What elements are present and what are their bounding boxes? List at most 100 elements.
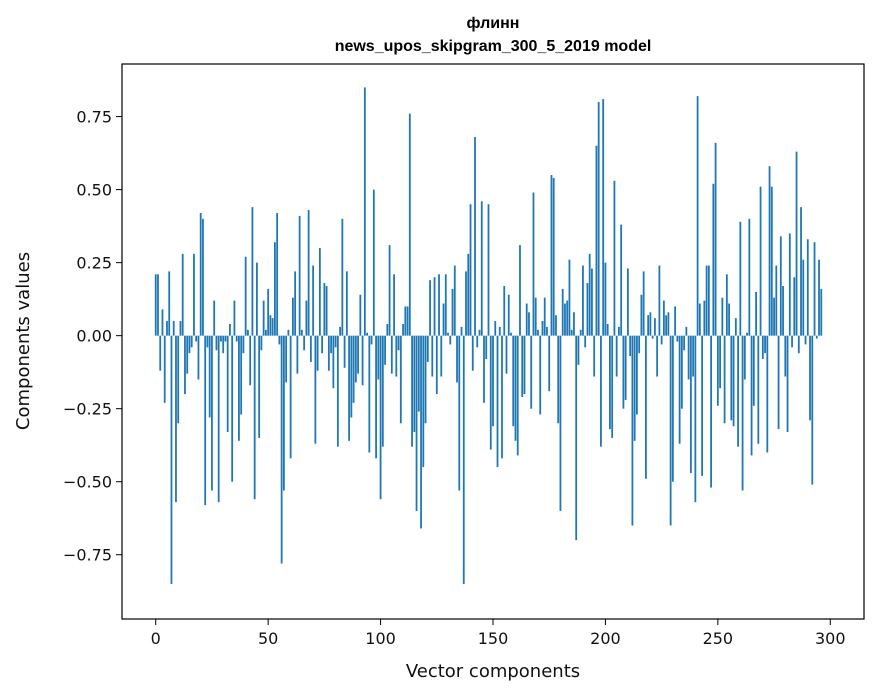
bar	[316, 335, 319, 371]
bar	[802, 259, 805, 336]
bar	[791, 335, 793, 348]
bar	[262, 300, 265, 336]
bar	[357, 335, 359, 374]
bar	[820, 288, 823, 336]
bar	[253, 335, 256, 500]
bar	[521, 335, 524, 397]
bar	[186, 335, 189, 374]
bar	[208, 335, 211, 418]
bar	[163, 335, 166, 403]
bar	[399, 335, 402, 424]
bar	[204, 335, 207, 506]
bar	[498, 326, 501, 336]
bar	[759, 186, 762, 336]
bar	[788, 233, 791, 336]
bar	[197, 335, 200, 380]
bar	[305, 300, 308, 336]
bar	[480, 201, 483, 336]
bar	[784, 335, 787, 377]
bar	[611, 335, 614, 438]
bar	[577, 335, 580, 365]
bar	[692, 335, 695, 377]
bar	[384, 335, 386, 365]
x-tick-label: 200	[590, 629, 621, 648]
bar	[202, 218, 204, 336]
bars-group	[154, 87, 823, 584]
bar	[779, 236, 782, 336]
bar	[595, 145, 598, 336]
bar	[732, 335, 735, 427]
bar	[582, 265, 584, 336]
bar	[256, 262, 258, 336]
bar	[359, 294, 362, 336]
bar	[469, 204, 472, 336]
bar	[449, 335, 452, 345]
bar	[633, 335, 636, 441]
bar	[393, 274, 395, 336]
bar	[269, 315, 272, 336]
bar	[154, 274, 157, 336]
bar	[602, 99, 605, 336]
bar	[467, 253, 470, 336]
y-axis: −0.75 −0.50 −0.25 0.00 0.25 0.50 0.75	[63, 108, 122, 565]
bar	[516, 335, 519, 456]
bar	[534, 297, 537, 336]
bar	[280, 335, 283, 564]
bar	[303, 335, 306, 351]
bar	[786, 335, 789, 433]
bar	[618, 326, 620, 336]
bar	[701, 335, 704, 476]
bar	[179, 321, 182, 336]
bar	[705, 265, 708, 336]
y-axis-label: Components values	[13, 252, 34, 430]
x-tick-label: 300	[815, 629, 846, 648]
bar	[640, 294, 643, 336]
bar	[793, 277, 796, 336]
bar	[546, 326, 548, 336]
bar	[548, 335, 551, 392]
bar	[579, 329, 582, 336]
bar	[660, 335, 663, 345]
bar	[386, 323, 389, 336]
bar	[543, 297, 546, 336]
bar	[291, 297, 294, 336]
bar	[172, 321, 175, 336]
bar	[707, 265, 710, 336]
bar	[694, 335, 697, 503]
bar	[339, 326, 342, 336]
bar	[222, 335, 225, 354]
bar	[606, 323, 609, 336]
bar	[496, 335, 499, 468]
bar	[429, 280, 431, 336]
bar	[379, 335, 382, 500]
bar	[552, 177, 555, 336]
x-axis-label: Vector components	[406, 661, 580, 682]
bar	[474, 137, 476, 336]
x-tick-label: 250	[703, 629, 734, 648]
bar	[530, 335, 533, 409]
bar	[674, 306, 677, 336]
bar	[815, 335, 818, 339]
bar	[532, 192, 535, 336]
bar	[287, 329, 290, 336]
bar	[644, 335, 647, 479]
bar	[586, 283, 589, 336]
bar	[177, 335, 180, 424]
bar	[741, 335, 744, 491]
bar	[775, 265, 778, 336]
bar	[231, 335, 234, 482]
bar	[377, 335, 380, 380]
bar	[352, 335, 355, 403]
bar	[512, 335, 515, 427]
bar	[678, 335, 681, 444]
bar	[811, 335, 814, 485]
bar	[615, 335, 618, 377]
bar	[229, 323, 231, 336]
bar	[773, 297, 775, 336]
bar	[323, 283, 326, 336]
bar	[251, 207, 254, 336]
bar	[680, 335, 683, 409]
bar	[555, 315, 557, 336]
bar	[233, 300, 236, 336]
